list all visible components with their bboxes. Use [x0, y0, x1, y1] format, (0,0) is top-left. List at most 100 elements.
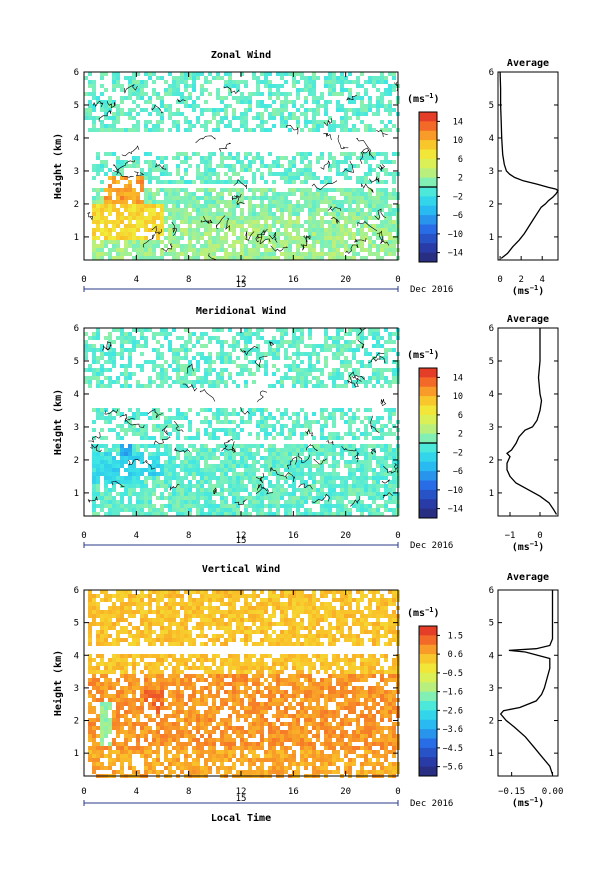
y-tick-label: 4 — [74, 134, 79, 144]
x-tick-label: 20 — [340, 275, 351, 285]
colorbar-tick-label: −1.6 — [443, 688, 463, 698]
colorbar-tick-label: −2 — [453, 448, 463, 458]
colorbar-tick-label: 10 — [453, 136, 463, 146]
profile-x-tick-label: 0.00 — [542, 787, 564, 797]
colorbar-tick-label: 6 — [458, 411, 463, 421]
profile-y-tick-label: 5 — [489, 357, 494, 367]
colorbar-tick-label: −6 — [453, 211, 463, 221]
profile-y-tick-label: 4 — [489, 651, 494, 661]
x-tick-label: 4 — [134, 275, 139, 285]
profile-x-tick-label: −0.15 — [498, 787, 525, 797]
y-axis-label: Height (km) — [52, 389, 64, 455]
colorbar-tick-label: −14 — [448, 249, 463, 259]
x-tick-label: 12 — [236, 531, 247, 541]
profile-y-tick-label: 2 — [489, 200, 494, 210]
date-label: Dec 2016 — [410, 541, 453, 551]
profile-frame — [497, 589, 559, 777]
colorbar-tick-label: −4.5 — [443, 744, 463, 754]
colorbar-tick-label: −3.6 — [443, 725, 463, 735]
colorbar-tick-label: 14 — [453, 117, 463, 127]
x-tick-label: 20 — [340, 531, 351, 541]
y-tick-label: 2 — [74, 717, 79, 727]
y-tick-label: 6 — [74, 324, 79, 334]
profile-x-tick-label: 2 — [518, 275, 523, 285]
contour-lines — [87, 327, 399, 507]
colorbar-unit-label: (ms−1) — [407, 606, 440, 619]
profile-y-tick-label: 1 — [489, 489, 494, 499]
profile-y-tick-label: 3 — [489, 167, 494, 177]
y-tick-label: 4 — [74, 651, 79, 661]
profile-x-unit-label: (ms−1) — [512, 284, 545, 297]
profile-x-tick-label: −1 — [505, 531, 516, 541]
y-tick-label: 5 — [74, 619, 79, 629]
colorbar-tick-label: −6 — [453, 467, 463, 477]
profile-line — [499, 590, 554, 775]
x-tick-label: 0 — [81, 531, 86, 541]
x-tick-label: 0 — [395, 275, 400, 285]
colorbar-tick-label: −2.6 — [443, 706, 463, 716]
profile-frame — [497, 327, 559, 517]
heatmap-cells — [88, 590, 400, 778]
colorbar: 14 10 6 2 −2 −6 −10 −14 (ms−1) — [407, 348, 463, 519]
colorbar-tick-label: −5.6 — [443, 763, 463, 773]
colorbar-tick-label: −14 — [448, 505, 463, 515]
y-axis-label: Height (km) — [52, 650, 64, 716]
x-tick-label: 0 — [395, 531, 400, 541]
y-tick-label: 5 — [74, 101, 79, 111]
y-tick-label: 6 — [74, 586, 79, 596]
profile-y-tick-label: 6 — [489, 586, 494, 596]
profile-y-tick-label: 1 — [489, 749, 494, 759]
y-tick-label: 1 — [74, 749, 79, 759]
x-tick-label: 16 — [288, 275, 299, 285]
colorbar-tick-label: 0.6 — [448, 650, 463, 660]
colorbar: 14 10 6 2 −2 −6 −10 −14 (ms−1) — [407, 92, 463, 263]
y-tick-label: 1 — [74, 233, 79, 243]
y-tick-label: 4 — [74, 390, 79, 400]
x-tick-label: 0 — [81, 787, 86, 797]
date-day-label: 15 — [236, 536, 247, 546]
profile-x-tick-label: 0 — [537, 531, 542, 541]
y-tick-label: 3 — [74, 167, 79, 177]
profile-x-tick-label: 4 — [539, 275, 544, 285]
colorbar-tick-label: 6 — [458, 155, 463, 165]
colorbar-tick-label: 14 — [453, 373, 463, 383]
y-tick-label: 5 — [74, 357, 79, 367]
profile-line — [499, 71, 559, 259]
profile-y-tick-label: 1 — [489, 233, 494, 243]
profile-y-tick-label: 2 — [489, 717, 494, 727]
profile-x-unit-label: (ms−1) — [512, 796, 545, 809]
colorbar-tick-label: 2 — [458, 174, 463, 184]
contour-lines — [87, 80, 399, 261]
colorbar-tick-label: 1.5 — [448, 631, 463, 641]
panel-title: Meridional Wind — [196, 305, 286, 317]
x-tick-label: 8 — [186, 787, 191, 797]
colorbar-unit-label: (ms−1) — [407, 348, 440, 361]
profile-y-tick-label: 4 — [489, 134, 494, 144]
profile-y-tick-label: 4 — [489, 390, 494, 400]
colorbar-tick-label: −10 — [448, 486, 463, 496]
profile-y-tick-label: 5 — [489, 619, 494, 629]
profile-y-tick-label: 3 — [489, 684, 494, 694]
x-tick-label: 8 — [186, 275, 191, 285]
profile-title: Average — [507, 58, 549, 69]
profile-y-tick-label: 6 — [489, 324, 494, 334]
profile-x-unit-label: (ms−1) — [512, 540, 545, 553]
date-label: Dec 2016 — [410, 285, 453, 295]
y-tick-label: 1 — [74, 489, 79, 499]
colorbar-frame — [418, 625, 438, 777]
x-tick-label: 12 — [236, 787, 247, 797]
colorbar-tick-label: −0.5 — [443, 669, 463, 679]
y-tick-label: 3 — [74, 684, 79, 694]
profile-y-tick-label: 2 — [489, 456, 494, 466]
profile-title: Average — [507, 314, 549, 325]
colorbar-tick-label: 2 — [458, 430, 463, 440]
colorbar-tick-label: −10 — [448, 230, 463, 240]
colorbar: 1.5 0.6 −0.5 −1.6 −2.6 −3.6 −4.5 −5.6 (ms−1) — [407, 606, 463, 777]
date-day-label: 15 — [236, 794, 247, 804]
x-tick-label: 4 — [134, 787, 139, 797]
x-tick-label: 16 — [288, 531, 299, 541]
